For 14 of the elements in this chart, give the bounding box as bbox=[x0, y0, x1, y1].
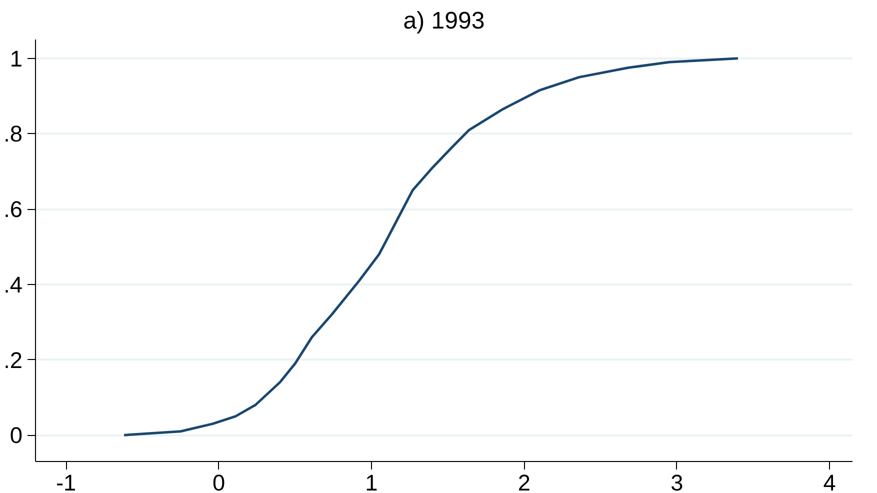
x-tick-label: 3 bbox=[670, 470, 684, 493]
line-series bbox=[122, 57, 740, 436]
x-tick-label: 4 bbox=[823, 470, 836, 493]
y-tick-label: .8 bbox=[4, 120, 23, 147]
y-tick-label: .2 bbox=[4, 346, 23, 373]
x-tick-label: 0 bbox=[212, 470, 226, 493]
x-tick-label: 2 bbox=[518, 470, 530, 493]
y-tick-label: .4 bbox=[4, 271, 23, 298]
x-tick-label: -1 bbox=[56, 470, 76, 493]
y-tick-label: 0 bbox=[10, 422, 23, 448]
y-tick-label: .6 bbox=[4, 196, 23, 222]
x-tick-label: 1 bbox=[365, 470, 378, 493]
chart-title: a) 1993 bbox=[403, 8, 485, 34]
y-tick-label: 1 bbox=[10, 45, 23, 72]
